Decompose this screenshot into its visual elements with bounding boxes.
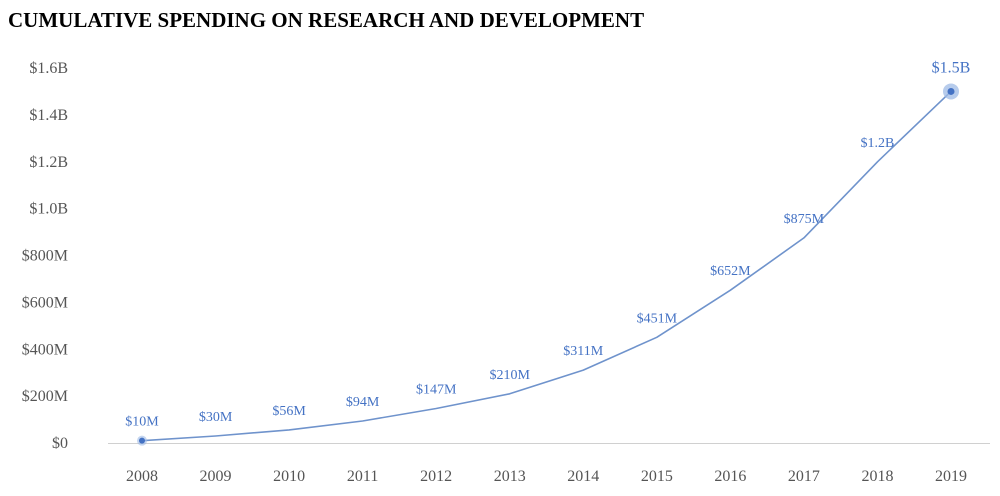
marker-dot bbox=[947, 87, 955, 95]
x-tick-label: 2010 bbox=[273, 468, 305, 485]
y-tick-label: $0 bbox=[52, 435, 68, 452]
chart-title: CUMULATIVE SPENDING ON RESEARCH AND DEVE… bbox=[8, 8, 645, 32]
y-tick-label: $1.6B bbox=[29, 60, 68, 77]
x-tick-label: 2011 bbox=[347, 468, 378, 485]
marker-dot bbox=[139, 437, 145, 444]
data-label: $30M bbox=[199, 410, 233, 425]
x-tick-label: 2009 bbox=[200, 468, 232, 485]
x-tick-label: 2014 bbox=[567, 468, 599, 485]
series-cumulative-spending bbox=[137, 83, 959, 446]
last-point-marker bbox=[943, 83, 959, 100]
data-labels: $10M $30M $56M $94M $147M $210M $311M $451M $652… bbox=[125, 59, 970, 429]
data-label: $311M bbox=[563, 344, 603, 359]
x-tick-label: 2013 bbox=[494, 468, 526, 485]
series-line bbox=[141, 90, 952, 442]
data-label: $94M bbox=[346, 395, 380, 410]
x-tick-label: 2019 bbox=[935, 468, 967, 485]
x-tick-label: 2012 bbox=[420, 468, 452, 485]
y-axis: $0 $200M $400M $600M $800M $1.0B $1.2B $1.4B $1.… bbox=[22, 60, 68, 452]
x-tick-label: 2017 bbox=[788, 468, 820, 485]
x-tick-label: 2015 bbox=[641, 468, 673, 485]
data-label: $875M bbox=[784, 212, 825, 227]
data-label: $147M bbox=[416, 383, 457, 398]
y-tick-label: $600M bbox=[22, 294, 68, 311]
x-tick-label: 2018 bbox=[861, 468, 893, 485]
data-label: $10M bbox=[125, 415, 159, 430]
y-tick-label: $400M bbox=[22, 341, 68, 358]
x-tick-label: 2008 bbox=[126, 468, 158, 485]
y-tick-label: $800M bbox=[22, 248, 68, 265]
data-label: $56M bbox=[272, 404, 306, 419]
data-label: $652M bbox=[710, 264, 751, 279]
x-tick-label: 2016 bbox=[714, 468, 746, 485]
data-label: $210M bbox=[490, 368, 531, 383]
data-label: $451M bbox=[637, 311, 678, 326]
data-label: $1.2B bbox=[861, 136, 895, 151]
y-tick-label: $1.4B bbox=[29, 107, 68, 124]
first-point-marker bbox=[137, 435, 147, 446]
x-axis: 2008 2009 2010 2011 2012 2013 2014 2015 2016 2017… bbox=[108, 443, 990, 485]
y-tick-label: $1.2B bbox=[29, 154, 68, 171]
y-tick-label: $200M bbox=[22, 388, 68, 405]
y-tick-label: $1.0B bbox=[29, 201, 68, 218]
data-label: $1.5B bbox=[932, 59, 971, 76]
